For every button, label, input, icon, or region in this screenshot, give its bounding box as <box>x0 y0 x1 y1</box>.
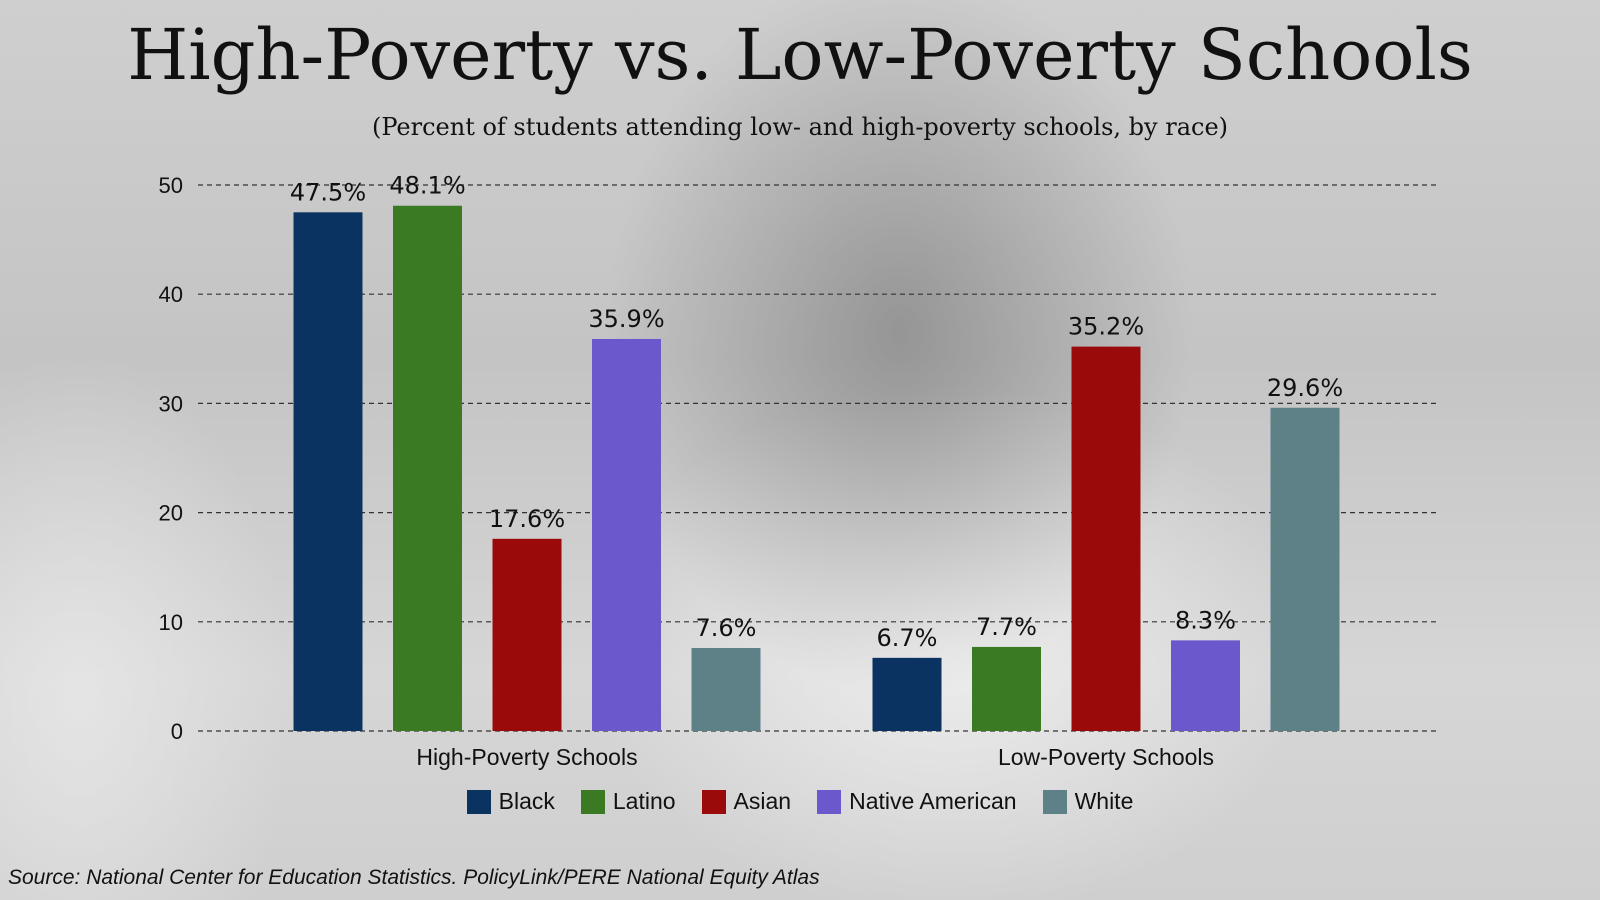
y-tick-label: 30 <box>159 391 183 416</box>
legend-swatch <box>701 789 726 814</box>
legend-item: White <box>1042 788 1134 815</box>
data-label: 7.7% <box>976 613 1037 641</box>
legend-swatch <box>466 789 491 814</box>
x-tick-label: Low-Poverty Schools <box>998 744 1214 770</box>
bar <box>1071 346 1141 731</box>
source-note: Source: National Center for Education St… <box>8 866 820 889</box>
bar <box>972 646 1041 731</box>
data-label: 29.6% <box>1267 374 1343 402</box>
x-tick-label: High-Poverty Schools <box>416 744 637 770</box>
bar <box>293 212 363 732</box>
data-label: 6.7% <box>877 624 938 652</box>
legend-label: Asian <box>733 788 792 814</box>
data-label: 48.1% <box>389 172 465 200</box>
bar <box>872 657 942 731</box>
legend-swatch <box>817 789 842 814</box>
data-label: 8.3% <box>1175 606 1236 634</box>
legend-item: Asian <box>701 788 792 815</box>
bar <box>592 338 661 731</box>
chart-title: High-Poverty vs. Low-Poverty Schools <box>127 14 1473 96</box>
data-label: 47.5% <box>290 178 366 206</box>
legend-swatch <box>1042 789 1067 814</box>
legend-label: Native American <box>849 788 1017 814</box>
y-tick-label: 0 <box>171 719 183 744</box>
y-tick-label: 50 <box>159 173 183 198</box>
y-tick-label: 10 <box>159 610 183 635</box>
legend-item: Latino <box>580 788 676 815</box>
data-label: 7.6% <box>696 614 757 642</box>
bar <box>691 648 761 731</box>
y-tick-label: 20 <box>159 501 183 526</box>
data-label: 35.9% <box>588 305 664 333</box>
legend-item: Black <box>466 788 555 815</box>
data-label: 17.6% <box>489 505 565 533</box>
bar <box>1270 407 1340 731</box>
chart-subtitle: (Percent of students attending low- and … <box>371 113 1229 141</box>
legend-label: Black <box>498 788 555 814</box>
data-label: 35.2% <box>1068 313 1144 341</box>
legend-label: Latino <box>612 788 676 814</box>
legend-swatch <box>580 789 605 814</box>
legend-label: White <box>1074 788 1134 814</box>
legend-item: Native American <box>817 788 1017 815</box>
bar <box>492 538 562 731</box>
legend: Black Latino Asian Native American White <box>0 788 1600 815</box>
bar <box>393 205 462 732</box>
y-tick-label: 40 <box>159 282 183 307</box>
bar <box>1171 640 1240 731</box>
